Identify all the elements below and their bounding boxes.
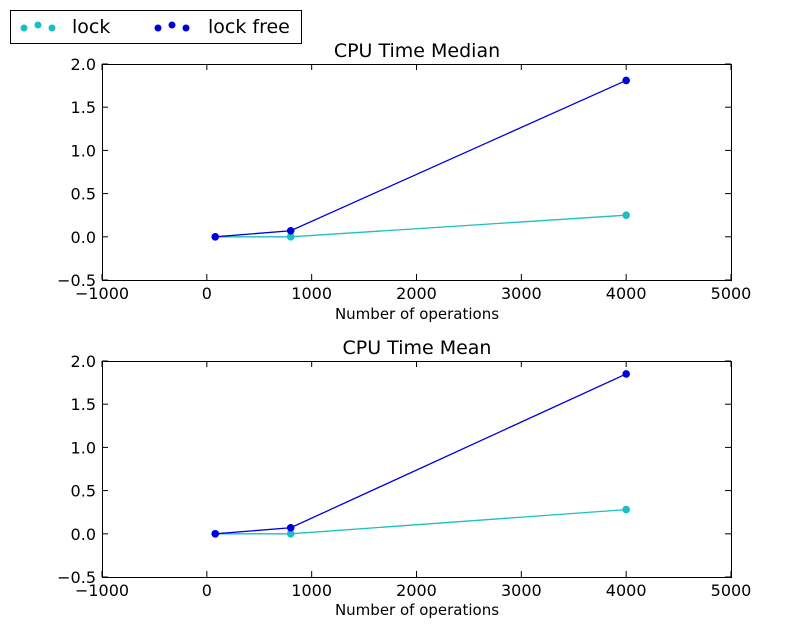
legend-marker-lock <box>20 24 28 32</box>
x-tick-label: 2000 <box>396 581 437 600</box>
data-point-lock-free <box>211 233 220 241</box>
y-tick-label: −0.5 <box>57 271 96 290</box>
x-tick-label: −1000 <box>75 581 129 600</box>
series-line-lock <box>215 214 627 238</box>
y-tick-label: 0.5 <box>71 482 96 501</box>
data-point-lock-free <box>211 530 220 538</box>
data-point-lock <box>286 233 295 241</box>
y-tick-label: 2.0 <box>71 352 96 371</box>
data-point-lock-free <box>286 226 295 235</box>
chart-median: CPU Time Median −1000 0 1000 2000 3000 4000 50… <box>57 40 751 323</box>
series-line-lock-free <box>215 373 627 535</box>
legend-entry-lock-free: lock free <box>154 16 290 38</box>
y-tick-label: 0.0 <box>71 228 96 247</box>
series-line-lock <box>215 508 627 535</box>
chart-title: CPU Time Mean <box>343 337 492 359</box>
legend-label-lock-free: lock free <box>208 16 290 38</box>
legend-marker-lock <box>34 21 42 29</box>
y-tick-label: −0.5 <box>57 568 96 587</box>
legend-label-lock: lock <box>72 16 110 38</box>
y-tick-label: 1.5 <box>71 395 96 414</box>
x-tick-label: −1000 <box>75 284 129 303</box>
data-point-lock <box>622 505 630 514</box>
axes-frame <box>102 64 732 281</box>
data-point-lock <box>286 530 295 538</box>
x-tick-label: 0 <box>202 581 212 600</box>
x-tick-label: 4000 <box>606 581 647 600</box>
x-tick-label: 3000 <box>501 284 542 303</box>
y-tick-label: 1.5 <box>71 98 96 117</box>
x-tick-label: 2000 <box>396 284 437 303</box>
legend-entry-lock: lock <box>20 16 110 38</box>
chart-mean: CPU Time Mean −1000 0 1000 2000 3000 4000 5000… <box>57 337 751 619</box>
x-tick-label: 1000 <box>291 284 332 303</box>
data-point-lock-free <box>622 76 630 85</box>
x-axis-label: Number of operations <box>335 305 499 323</box>
y-tick-label: 0.0 <box>71 525 96 544</box>
x-tick-label: 0 <box>202 284 212 303</box>
data-point-lock-free <box>286 523 295 532</box>
legend: lock lock free <box>10 10 302 44</box>
plot-area: −1000 0 1000 2000 3000 4000 5000 −0.5 0.0 0.5 1.0 1… <box>57 352 751 600</box>
plot-area: −1000 0 1000 2000 3000 4000 5000 −0.5 0.0 0.5 1.0 1… <box>57 55 751 303</box>
x-axis-label: Number of operations <box>335 601 499 619</box>
x-tick-label: 4000 <box>606 284 647 303</box>
legend-marker-lock <box>48 24 56 32</box>
y-tick-label: 2.0 <box>71 55 96 74</box>
data-point-lock-free <box>622 370 630 378</box>
x-tick-label: 5000 <box>711 581 752 600</box>
x-tick-label: 3000 <box>501 581 542 600</box>
axes-frame <box>102 361 732 578</box>
y-tick-label: 1.0 <box>71 438 96 457</box>
legend-marker-lock-free <box>182 24 190 32</box>
series-line-lock-free <box>215 79 627 238</box>
chart-title: CPU Time Median <box>334 40 500 62</box>
data-point-lock <box>622 211 630 219</box>
x-tick-label: 5000 <box>711 284 752 303</box>
x-tick-label: 1000 <box>291 581 332 600</box>
legend-marker-lock-free <box>154 24 162 32</box>
y-tick-label: 0.5 <box>71 185 96 204</box>
y-tick-label: 1.0 <box>71 141 96 160</box>
legend-marker-lock-free <box>168 21 176 29</box>
